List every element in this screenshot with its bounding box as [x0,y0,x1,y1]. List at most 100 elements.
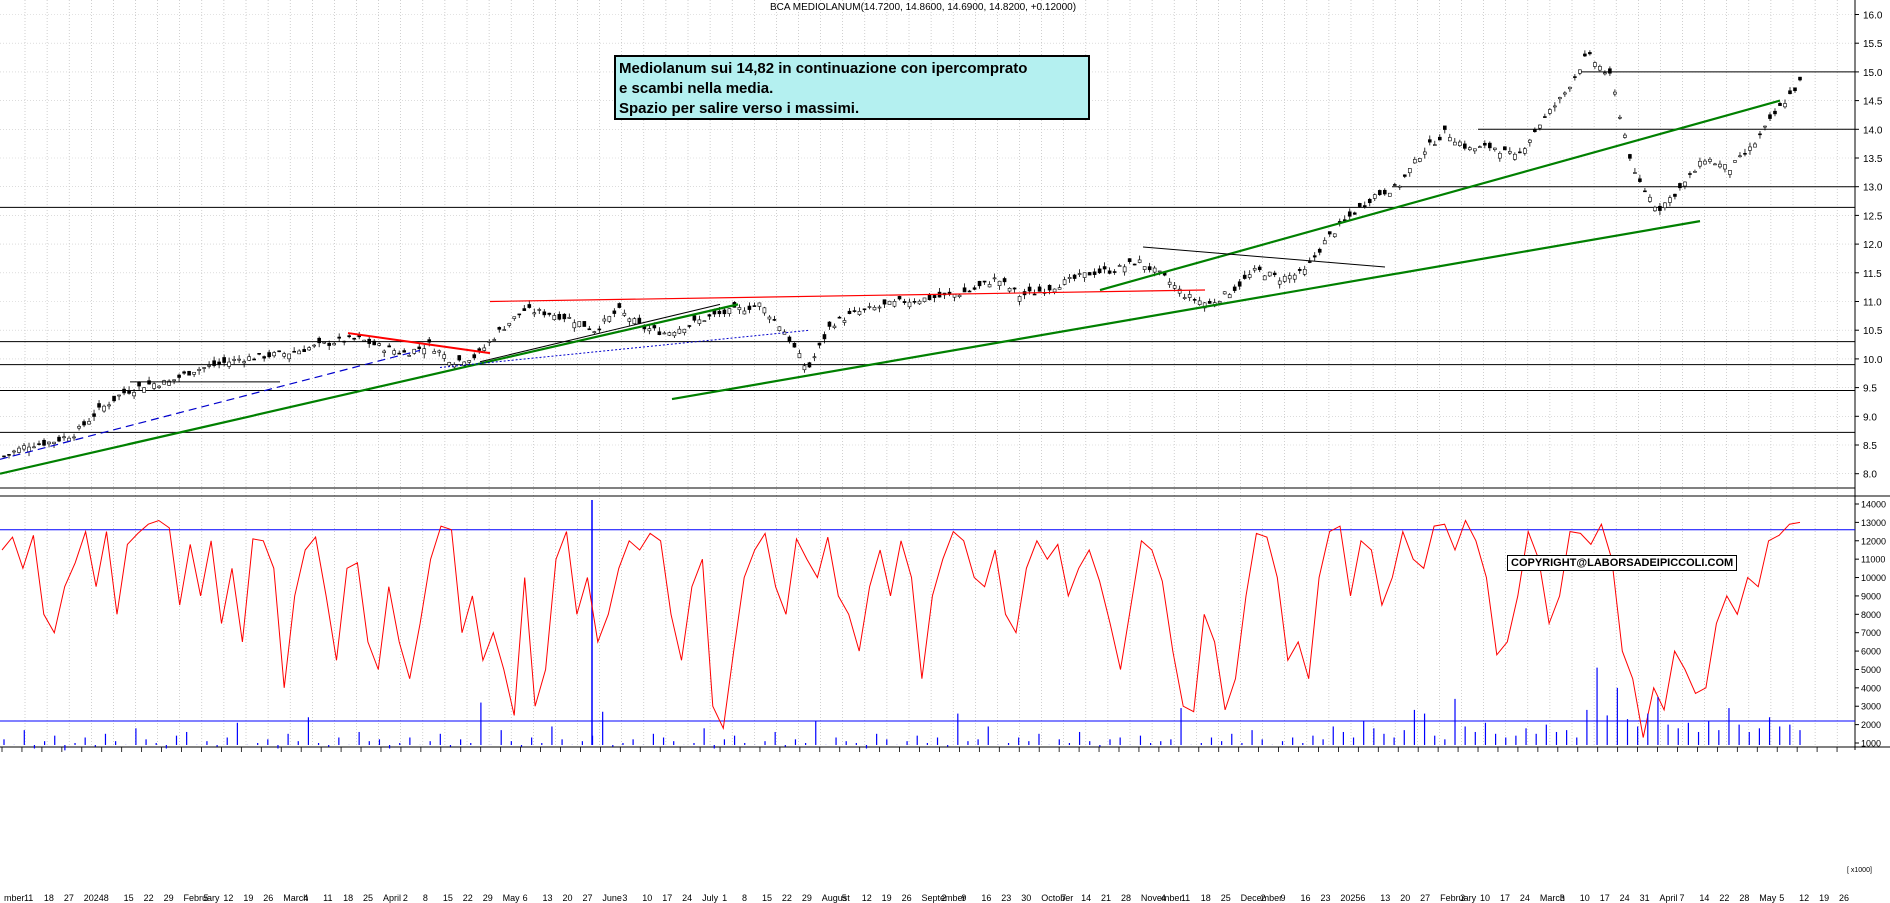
candle-body [52,441,56,444]
candle-body [442,354,447,359]
candle-body [752,305,757,307]
candle-body [112,395,116,402]
candle-body [1513,153,1517,160]
candle-body [1087,272,1092,276]
candle-body [807,362,812,368]
price-tick-label: 9.0 [1863,412,1877,423]
candle-body [797,353,802,359]
candle-body [1738,155,1742,158]
price-tick-label: 15.0 [1863,68,1883,79]
candle-body [1137,259,1142,263]
candle-body [1538,124,1542,129]
x-tick-label: 29 [483,893,493,903]
x-tick-label: 9 [1281,893,1286,903]
candle-body [387,345,392,348]
x-tick-label: 27 [1420,893,1430,903]
candle-body [1107,270,1112,274]
candle-body [552,315,557,320]
x-tick-label: 16 [981,893,991,903]
candle-body [262,356,266,359]
candle-body [1583,53,1587,57]
candle-body [1402,174,1407,177]
x-tick-label: 5 [1779,893,1784,903]
candle-body [512,316,517,319]
candle-body [1743,152,1747,155]
candle-body [872,307,877,311]
candle-body [302,349,306,352]
candle-body [1362,205,1367,207]
candle-body [1523,148,1527,154]
candle-body [1112,271,1117,273]
candle-body [802,365,807,371]
x-tick-label: March [1540,893,1565,903]
candle-body [1417,158,1422,162]
candle-body [857,311,862,315]
candle-body [307,347,311,351]
trendline [489,289,1206,303]
candle-body [57,436,61,442]
candle-body [922,297,927,302]
candle-body [1227,294,1232,299]
x-tick-label: 11 [1181,893,1190,903]
x-tick-label: July [702,893,719,903]
x-tick-label: May [1759,893,1777,903]
candle-body [172,379,176,382]
x-tick-label: 13 [1380,893,1390,903]
price-tick-label: 11.0 [1863,298,1882,309]
candle-body [972,287,977,290]
candle-body [1543,116,1547,118]
x-tick-label: 27 [64,893,74,903]
candle-body [1673,193,1677,197]
candle-body [1057,287,1062,290]
candle-body [1608,68,1612,74]
x-tick-label: April [1660,893,1678,903]
candle-body [1678,183,1682,189]
candle-body [1307,261,1312,263]
candle-body [322,341,326,344]
x-tick-label: 29 [802,893,812,903]
x-tick-label: 6 [523,893,528,903]
candle-body [417,346,422,350]
candle-body [457,355,462,361]
candle-body [157,385,161,388]
candle-body [437,350,442,353]
candle-body [502,329,507,331]
candle-body [777,326,782,331]
candle-body [217,361,221,365]
candle-body [997,280,1002,287]
x-tick-label: 11 [323,893,332,903]
price-tick-label: 8.5 [1863,441,1877,452]
candle-body [787,336,792,342]
candle-body [677,328,682,334]
candle-body [1272,272,1277,276]
candle-body [1713,163,1717,166]
copyright-label: COPYRIGHT@LABORSADEIPICCOLI.COM [1507,555,1738,571]
candle-body [1558,97,1562,100]
candle-body [252,358,256,361]
candle-body [1633,172,1637,174]
x-tick-label: 2 [1261,893,1266,903]
candle-body [142,387,146,393]
candle-body [542,311,547,316]
oscillator-tick-label: 5000 [1861,665,1881,675]
candle-body [1478,146,1482,148]
candle-body [877,306,882,309]
candle-body [982,280,987,283]
x-tick-label: 25 [1221,893,1231,903]
volume-panel [3,667,1801,751]
x-tick-label: December [1241,893,1283,903]
x-tick-label: 24 [682,893,692,903]
candle-body [842,320,847,323]
candle-body [1793,87,1797,92]
candle-body [757,302,762,307]
candle-body [1262,275,1267,281]
candle-body [1117,265,1122,267]
candle-body [1297,269,1302,271]
trendline [1099,99,1781,292]
candle-body [1578,69,1582,74]
candle-body [1778,102,1782,106]
candle-body [1448,137,1452,142]
candle-body [1312,255,1317,258]
price-tick-label: 15.5 [1863,39,1883,50]
